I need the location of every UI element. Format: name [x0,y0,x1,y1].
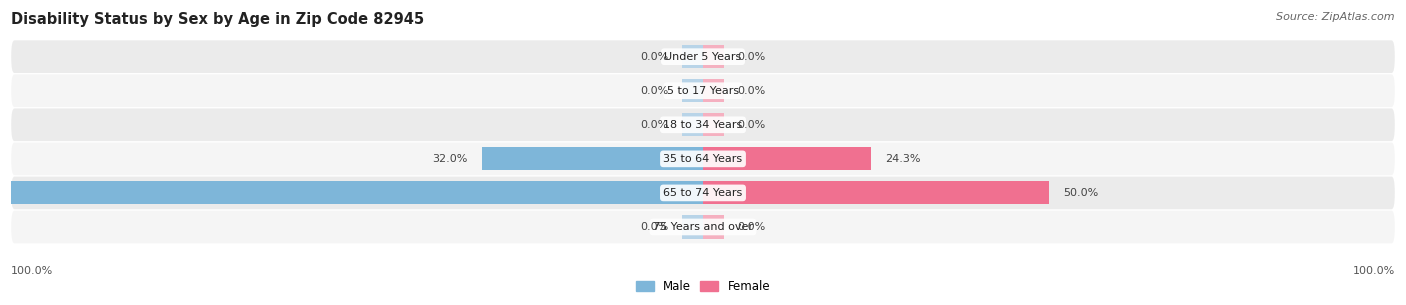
Bar [703,79,724,102]
Text: 32.0%: 32.0% [433,154,468,164]
Text: 24.3%: 24.3% [884,154,921,164]
Bar [482,147,703,170]
Text: 75 Years and over: 75 Years and over [652,222,754,232]
Legend: Male, Female: Male, Female [634,278,772,295]
Bar [11,181,703,204]
FancyBboxPatch shape [11,177,1395,209]
Text: 0.0%: 0.0% [738,120,766,130]
Text: Disability Status by Sex by Age in Zip Code 82945: Disability Status by Sex by Age in Zip C… [11,12,425,27]
Bar [703,45,724,68]
Text: 0.0%: 0.0% [738,222,766,232]
Bar [682,45,703,68]
Text: Source: ZipAtlas.com: Source: ZipAtlas.com [1277,12,1395,22]
FancyBboxPatch shape [11,109,1395,141]
Bar [682,215,703,239]
Text: 0.0%: 0.0% [640,120,668,130]
Text: 18 to 34 Years: 18 to 34 Years [664,120,742,130]
Bar [682,113,703,136]
Text: 0.0%: 0.0% [640,52,668,62]
Text: Under 5 Years: Under 5 Years [665,52,741,62]
Text: 5 to 17 Years: 5 to 17 Years [666,86,740,96]
FancyBboxPatch shape [11,211,1395,243]
Text: 0.0%: 0.0% [738,52,766,62]
Text: 0.0%: 0.0% [640,222,668,232]
Bar [682,79,703,102]
Text: 0.0%: 0.0% [738,86,766,96]
Bar [703,215,724,239]
Text: 65 to 74 Years: 65 to 74 Years [664,188,742,198]
Text: 0.0%: 0.0% [640,86,668,96]
FancyBboxPatch shape [11,40,1395,73]
Text: 35 to 64 Years: 35 to 64 Years [664,154,742,164]
Bar [703,181,1049,204]
Bar [703,147,872,170]
FancyBboxPatch shape [11,142,1395,175]
Text: 50.0%: 50.0% [1063,188,1098,198]
Text: 100.0%: 100.0% [1353,266,1395,276]
FancyBboxPatch shape [11,74,1395,107]
Bar [703,113,724,136]
Text: 100.0%: 100.0% [11,266,53,276]
